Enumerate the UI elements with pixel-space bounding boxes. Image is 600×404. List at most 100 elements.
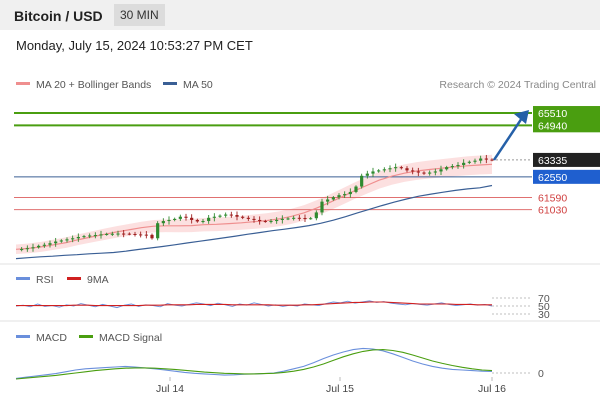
candle-body — [439, 169, 443, 172]
projection-arrow — [492, 114, 526, 161]
candle-body — [167, 219, 171, 222]
ma50-swatch — [163, 82, 177, 85]
rsi-legend: RSI — [36, 274, 54, 286]
candle-body — [388, 168, 392, 170]
candle-body — [71, 238, 75, 240]
candle-body — [371, 171, 375, 174]
candle-body — [235, 215, 239, 217]
candle-body — [173, 218, 177, 220]
candle-body — [360, 175, 364, 187]
candle-body — [343, 194, 347, 196]
ma9-swatch — [67, 277, 81, 280]
chart-header: Bitcoin / USD 30 MIN — [0, 0, 600, 30]
rsi-swatch — [16, 277, 30, 280]
support-label: 61590 — [538, 193, 567, 205]
candle-body — [331, 197, 335, 200]
candle-body — [433, 171, 437, 173]
timeframe-badge[interactable]: 30 MIN — [114, 4, 165, 26]
candle-body — [110, 233, 114, 235]
price-label-box — [533, 152, 600, 167]
rsi-tick: 50 — [538, 301, 550, 313]
macd-tick: 0 — [538, 368, 544, 380]
candle-body — [229, 214, 233, 216]
support-label: 61030 — [538, 205, 567, 217]
ma50-legend: MA 50 — [183, 79, 213, 91]
macd-signal-line — [15, 349, 493, 380]
candle-body — [31, 247, 35, 249]
candle-body — [82, 236, 86, 238]
candle-body — [184, 216, 188, 218]
ma9-line — [16, 301, 492, 307]
candle-body — [59, 240, 63, 242]
candle-body — [76, 236, 80, 239]
candle-body — [337, 195, 341, 198]
candle-body — [462, 162, 466, 165]
candle-body — [218, 215, 222, 217]
candle-body — [20, 249, 24, 251]
credit-text: Research © 2024 Trading Central — [439, 79, 596, 91]
price-level-label: 63335 — [538, 155, 567, 167]
candle-body — [275, 219, 279, 222]
candle-body — [212, 216, 216, 218]
rsi-tick: 30 — [538, 309, 550, 321]
macd-signal-legend: MACD Signal — [99, 332, 162, 344]
candle-body — [280, 218, 284, 220]
candle-body — [224, 214, 228, 216]
macd-swatch — [16, 335, 30, 338]
ma-bb-legend: MA 20 + Bollinger Bands — [36, 79, 151, 91]
macd-legend: MACD — [36, 332, 67, 344]
candle-body — [133, 233, 137, 235]
candle-body — [139, 234, 143, 236]
x-tick-label: Jul 16 — [478, 383, 506, 395]
candle-body — [354, 186, 358, 192]
candle-body — [37, 245, 41, 248]
candle-body — [382, 169, 386, 171]
candle-body — [263, 221, 267, 223]
candle-body — [348, 191, 352, 195]
x-tick-label: Jul 14 — [156, 383, 184, 395]
candle-body — [326, 199, 330, 202]
candle-body — [258, 219, 262, 222]
candle-body — [399, 167, 403, 169]
candle-body — [116, 233, 120, 235]
candle-body — [161, 221, 165, 224]
candle-body — [490, 159, 494, 161]
candle-body — [99, 234, 103, 236]
candle-body — [195, 219, 199, 222]
candle-body — [54, 241, 58, 244]
candle-body — [428, 172, 432, 174]
candle-body — [416, 171, 420, 173]
candle-body — [411, 170, 415, 172]
ma9-legend: 9MA — [87, 274, 109, 286]
candle-body — [314, 212, 318, 219]
x-tick-label: Jul 15 — [326, 383, 354, 395]
candle-body — [122, 233, 126, 235]
candle-body — [450, 166, 454, 168]
candle-body — [456, 164, 460, 167]
candle-body — [405, 168, 409, 171]
candle-body — [252, 218, 256, 220]
candle-body — [246, 217, 250, 219]
candle-body — [484, 158, 488, 160]
candle-body — [365, 173, 369, 176]
price-label-box — [533, 169, 600, 184]
resistance-label-box — [533, 106, 600, 133]
candle-body — [292, 217, 296, 219]
candle-body — [105, 233, 109, 235]
candle-body — [48, 243, 52, 245]
candle-body — [241, 216, 245, 218]
projection-arrow-head — [514, 110, 529, 125]
candle-body — [479, 158, 483, 161]
candle-body — [467, 161, 471, 163]
candle-body — [473, 160, 477, 162]
candle-body — [297, 217, 301, 219]
candle-body — [93, 235, 97, 237]
candle-body — [127, 233, 131, 235]
candle-body — [25, 248, 29, 250]
macd-signal-swatch — [79, 335, 93, 338]
candle-body — [303, 218, 307, 220]
ma50-line — [15, 184, 493, 260]
price-level-label: 65510 — [538, 108, 567, 120]
candle-body — [377, 170, 381, 172]
